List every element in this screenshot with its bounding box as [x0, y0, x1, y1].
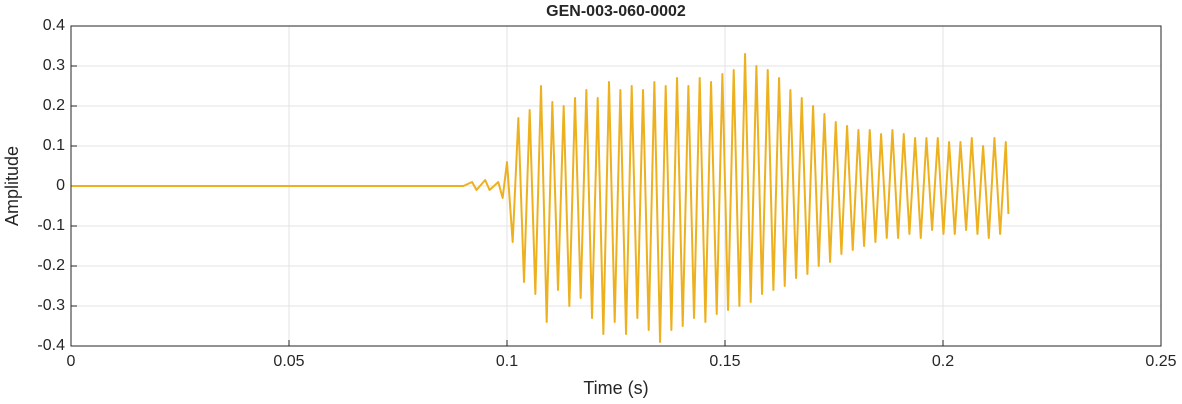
y-tick-label: 0.2: [43, 97, 65, 114]
y-tick-label: 0.4: [43, 17, 65, 34]
y-axis-label: Amplitude: [2, 146, 22, 226]
x-tick-label: 0.05: [273, 353, 304, 370]
y-tick-label: -0.4: [37, 337, 65, 354]
y-tick-label: -0.2: [37, 257, 65, 274]
x-tick-label: 0.15: [709, 353, 740, 370]
y-tick-label: 0.3: [43, 57, 65, 74]
y-tick-label: -0.3: [37, 297, 65, 314]
y-tick-label: 0.1: [43, 137, 65, 154]
x-tick-label: 0.1: [496, 353, 518, 370]
waveform-line: [71, 53, 1010, 343]
x-tick-label: 0.2: [932, 353, 954, 370]
axes-box: [70, 25, 1162, 347]
x-axis-label: Time (s): [583, 378, 648, 398]
chart-title: GEN-003-060-0002: [546, 3, 686, 20]
x-tick-label: 0: [67, 353, 76, 370]
x-tick-label: 0.25: [1145, 353, 1176, 370]
y-tick-label: 0: [56, 177, 65, 194]
y-tick-label: -0.1: [37, 217, 65, 234]
